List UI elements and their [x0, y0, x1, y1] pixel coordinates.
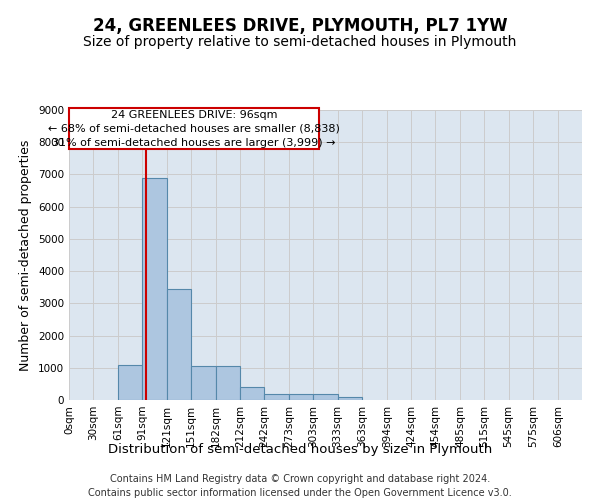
Text: Size of property relative to semi-detached houses in Plymouth: Size of property relative to semi-detach… — [83, 35, 517, 49]
Bar — [142, 178, 167, 400]
Bar — [191, 366, 216, 400]
Bar — [240, 387, 264, 400]
Bar — [167, 289, 191, 400]
Y-axis label: Number of semi-detached properties: Number of semi-detached properties — [19, 140, 32, 370]
Bar — [118, 364, 142, 400]
Bar — [338, 397, 362, 400]
Bar — [216, 366, 240, 400]
Text: Contains HM Land Registry data © Crown copyright and database right 2024.
Contai: Contains HM Land Registry data © Crown c… — [88, 474, 512, 498]
Bar — [289, 394, 313, 400]
Text: 24 GREENLEES DRIVE: 96sqm
← 68% of semi-detached houses are smaller (8,838)
31% : 24 GREENLEES DRIVE: 96sqm ← 68% of semi-… — [48, 110, 340, 148]
Bar — [264, 394, 289, 400]
FancyBboxPatch shape — [69, 108, 319, 148]
Text: 24, GREENLEES DRIVE, PLYMOUTH, PL7 1YW: 24, GREENLEES DRIVE, PLYMOUTH, PL7 1YW — [92, 18, 508, 36]
Text: Distribution of semi-detached houses by size in Plymouth: Distribution of semi-detached houses by … — [108, 442, 492, 456]
Bar — [313, 394, 338, 400]
